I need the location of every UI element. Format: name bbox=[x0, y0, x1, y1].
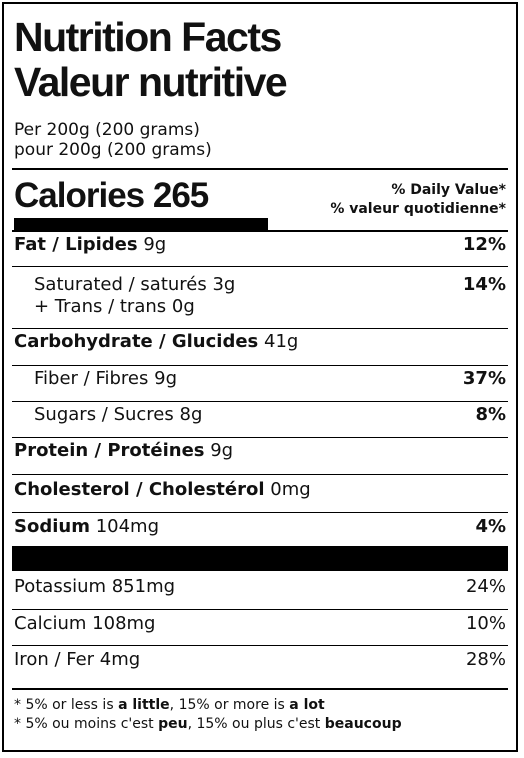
sugars-label: Sugars / Sucres 8g bbox=[34, 404, 203, 425]
thick-divider bbox=[12, 546, 508, 571]
divider bbox=[12, 437, 508, 438]
potassium-daily-value: 24% bbox=[465, 576, 506, 597]
calories-label: Calories bbox=[14, 176, 145, 215]
sodium-daily-value: 4% bbox=[475, 516, 506, 537]
iron-label: Iron / Fer 4mg bbox=[14, 649, 141, 670]
divider bbox=[12, 266, 508, 267]
fat-label: Fat / Lipides 9g bbox=[14, 234, 167, 255]
divider bbox=[12, 365, 508, 366]
sodium-label: Sodium 104mg bbox=[14, 516, 160, 537]
fat-daily-value: 12% bbox=[462, 234, 506, 255]
saturated-label: Saturated / saturés 3g bbox=[34, 274, 236, 295]
divider bbox=[12, 474, 508, 475]
divider bbox=[12, 688, 508, 690]
potassium-label: Potassium 851mg bbox=[14, 576, 176, 597]
divider bbox=[12, 168, 508, 170]
divider bbox=[12, 328, 508, 329]
title-english: Nutrition Facts bbox=[14, 14, 282, 60]
divider bbox=[12, 230, 508, 232]
divider bbox=[12, 645, 508, 646]
saturated-daily-value: 14% bbox=[462, 274, 506, 295]
divider bbox=[12, 609, 508, 610]
cholesterol-label: Cholesterol / Cholestérol 0mg bbox=[14, 479, 311, 500]
divider bbox=[12, 401, 508, 402]
divider bbox=[12, 512, 508, 513]
daily-value-french: % valeur quotidienne* bbox=[330, 201, 506, 217]
nutrition-facts-label: Nutrition Facts Valeur nutritive Per 200… bbox=[2, 2, 518, 752]
carbohydrate-label: Carbohydrate / Glucides 41g bbox=[14, 331, 299, 352]
sugars-daily-value: 8% bbox=[475, 404, 506, 425]
serving-size-french: pour 200g (200 grams) bbox=[14, 140, 212, 160]
serving-size-english: Per 200g (200 grams) bbox=[14, 120, 200, 140]
iron-daily-value: 28% bbox=[465, 649, 506, 670]
fiber-label: Fiber / Fibres 9g bbox=[34, 368, 178, 389]
calories-underline bbox=[14, 218, 268, 230]
trans-label: + Trans / trans 0g bbox=[34, 296, 195, 317]
calcium-daily-value: 10% bbox=[465, 613, 506, 634]
calories-value: 265 bbox=[152, 176, 209, 215]
daily-value-heading: % Daily Value* % valeur quotidienne* bbox=[330, 181, 506, 219]
protein-label: Protein / Protéines 9g bbox=[14, 440, 234, 461]
footnote-english: * 5% or less is a little, 15% or more is… bbox=[14, 697, 325, 713]
footnote-french: * 5% ou moins c'est peu, 15% ou plus c'e… bbox=[14, 716, 402, 732]
daily-value-english: % Daily Value* bbox=[391, 182, 506, 198]
calcium-label: Calcium 108mg bbox=[14, 613, 156, 634]
title-french: Valeur nutritive bbox=[14, 59, 288, 105]
calories-heading: Calories 265 bbox=[14, 176, 209, 216]
fiber-daily-value: 37% bbox=[462, 368, 506, 389]
